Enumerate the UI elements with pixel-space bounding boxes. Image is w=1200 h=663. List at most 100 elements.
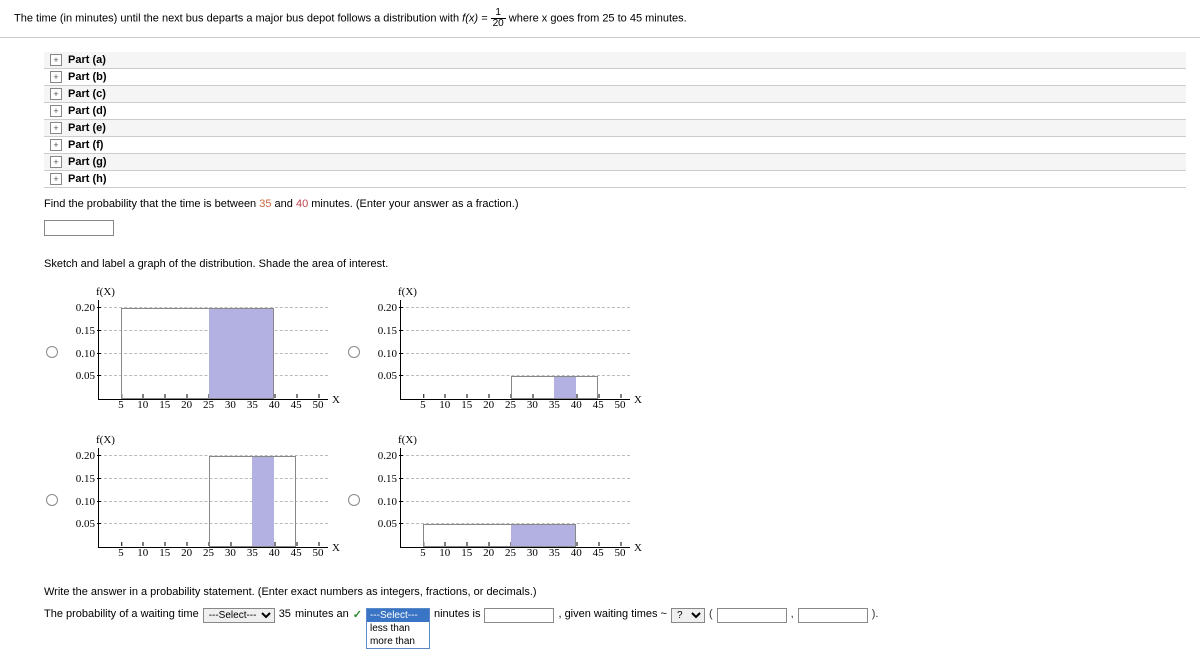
x-tick: 15 xyxy=(461,399,472,411)
y-tick: 0.20 xyxy=(375,450,397,462)
x-tick: 20 xyxy=(181,547,192,559)
chart-option: f(X)0.050.100.150.205101520253035404550X xyxy=(346,284,648,424)
dd2-opt-0[interactable]: less than xyxy=(367,622,429,635)
fraction: 1 20 xyxy=(491,8,506,29)
x-tick: 50 xyxy=(313,547,324,559)
expand-icon[interactable]: + xyxy=(50,54,62,66)
x-tick: 30 xyxy=(527,547,538,559)
x-tick: 45 xyxy=(291,399,302,411)
expand-icon[interactable]: + xyxy=(50,88,62,100)
x-tick: 5 xyxy=(420,547,426,559)
part-row[interactable]: + Part (h) xyxy=(44,171,1186,188)
part-row[interactable]: + Part (f) xyxy=(44,137,1186,154)
y-tick: 0.10 xyxy=(73,496,95,508)
x-tick: 10 xyxy=(137,547,148,559)
part-label: Part (h) xyxy=(68,173,107,185)
chart-radio[interactable] xyxy=(348,494,360,506)
stmt-minand: minutes an xyxy=(295,608,349,620)
part-row[interactable]: +Part (d) xyxy=(44,103,1186,120)
part-label: Part (e) xyxy=(68,122,106,134)
x-tick: 25 xyxy=(505,547,516,559)
plot-area: 0.050.100.150.205101520253035404550 xyxy=(400,300,630,400)
expand-icon[interactable]: + xyxy=(50,173,62,185)
fx-label: f(x) = xyxy=(462,12,490,24)
part-row[interactable]: + Part (e) xyxy=(44,120,1186,137)
part-label: Part (f) xyxy=(68,139,103,151)
sketch-instruction: Sketch and label a graph of the distribu… xyxy=(44,258,1186,270)
dist-param-a-input[interactable] xyxy=(717,608,787,623)
expand-icon[interactable]: + xyxy=(50,122,62,134)
fraction-den: 20 xyxy=(491,19,506,29)
x-tick: 30 xyxy=(225,399,236,411)
y-axis-title: f(X) xyxy=(96,434,115,446)
expand-icon[interactable]: + xyxy=(50,139,62,151)
x-tick: 30 xyxy=(527,399,538,411)
part-row[interactable]: +Part (b) xyxy=(44,69,1186,86)
dd2-opt-1[interactable]: more than xyxy=(367,635,429,648)
part-row[interactable]: +Part (c) xyxy=(44,86,1186,103)
x-tick: 40 xyxy=(269,547,280,559)
part-row[interactable]: +Part (a) xyxy=(44,52,1186,69)
y-tick: 0.20 xyxy=(73,302,95,314)
expand-icon[interactable]: + xyxy=(50,156,62,168)
comma: , xyxy=(791,608,794,620)
highlight-40: 40 xyxy=(296,198,308,210)
relation-select-2-dropdown[interactable]: ---Select--- less than more than xyxy=(366,608,430,649)
expand-icon[interactable]: + xyxy=(50,105,62,117)
chart-radio[interactable] xyxy=(348,346,360,358)
chart-radio[interactable] xyxy=(46,346,58,358)
chart-radio[interactable] xyxy=(46,494,58,506)
x-tick: 45 xyxy=(291,547,302,559)
x-tick: 5 xyxy=(118,399,124,411)
x-tick: 5 xyxy=(420,399,426,411)
x-tick: 50 xyxy=(615,399,626,411)
chart-option: f(X)0.050.100.150.205101520253035404550X xyxy=(346,432,648,572)
expand-icon[interactable]: + xyxy=(50,71,62,83)
distribution-select[interactable]: ? xyxy=(671,608,705,623)
x-axis-title: X xyxy=(634,394,652,414)
y-tick: 0.15 xyxy=(73,473,95,485)
stmt-given: , given waiting times ~ xyxy=(558,608,667,620)
answer-instruction: Write the answer in a probability statem… xyxy=(44,586,1186,598)
x-tick: 45 xyxy=(593,547,604,559)
check-icon: ✓ xyxy=(353,608,362,621)
probability-input[interactable] xyxy=(44,220,114,236)
x-tick: 40 xyxy=(571,399,582,411)
y-tick: 0.05 xyxy=(375,370,397,382)
x-tick: 10 xyxy=(137,399,148,411)
probability-value-input[interactable] xyxy=(484,608,554,623)
plot-area: 0.050.100.150.205101520253035404550 xyxy=(400,448,630,548)
problem-prefix: The time (in minutes) until the next bus… xyxy=(14,12,462,24)
x-tick: 25 xyxy=(203,547,214,559)
chart-0: f(X)0.050.100.150.205101520253035404550X xyxy=(66,284,346,424)
x-tick: 5 xyxy=(118,547,124,559)
x-tick: 20 xyxy=(483,547,494,559)
problem-statement: The time (in minutes) until the next bus… xyxy=(0,0,1200,38)
stmt-35: 35 xyxy=(279,608,291,620)
x-tick: 50 xyxy=(615,547,626,559)
chart-option: f(X)0.050.100.150.205101520253035404550X xyxy=(44,432,346,572)
probability-instruction: Find the probability that the time is be… xyxy=(44,198,1186,210)
part-row[interactable]: + Part (g) xyxy=(44,154,1186,171)
x-tick: 40 xyxy=(269,399,280,411)
y-tick: 0.20 xyxy=(375,302,397,314)
x-tick: 35 xyxy=(549,399,560,411)
dist-param-b-input[interactable] xyxy=(798,608,868,623)
y-tick: 0.05 xyxy=(73,370,95,382)
relation-select-1[interactable]: ---Select--- xyxy=(203,608,275,623)
chart-1: f(X)0.050.100.150.205101520253035404550X xyxy=(368,284,648,424)
chart-options: f(X)0.050.100.150.205101520253035404550X… xyxy=(44,280,664,576)
stmt-pre: The probability of a waiting time xyxy=(44,608,199,620)
y-tick: 0.05 xyxy=(375,518,397,530)
x-tick: 45 xyxy=(593,399,604,411)
y-axis-title: f(X) xyxy=(398,286,417,298)
close-paren: ). xyxy=(872,608,879,620)
x-tick: 35 xyxy=(247,547,258,559)
part-label: Part (g) xyxy=(68,156,107,168)
x-tick: 25 xyxy=(203,399,214,411)
x-tick: 50 xyxy=(313,399,324,411)
x-tick: 30 xyxy=(225,547,236,559)
x-tick: 10 xyxy=(439,399,450,411)
y-tick: 0.15 xyxy=(375,325,397,337)
dd2-selected[interactable]: ---Select--- xyxy=(367,609,429,622)
